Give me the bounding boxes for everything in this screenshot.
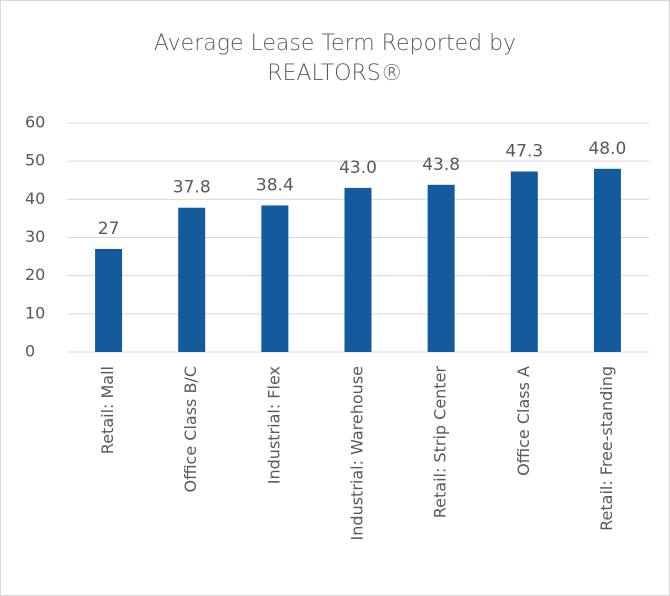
data-label: 37.8 xyxy=(173,178,211,198)
y-tick-label: 20 xyxy=(25,265,45,284)
chart-title: Average Lease Term Reported by REALTORS® xyxy=(153,31,517,86)
bar xyxy=(344,187,372,352)
y-tick-label: 30 xyxy=(25,227,45,246)
data-label: 43.0 xyxy=(339,158,377,178)
bar xyxy=(593,168,621,352)
x-tick-label: Retail: Strip Center xyxy=(431,366,450,519)
x-tick-label: Office Class B/C xyxy=(181,366,200,493)
x-tick-label: Industrial: Warehouse xyxy=(348,366,367,540)
x-tick-label: Retail: Mall xyxy=(98,366,117,454)
bar xyxy=(178,207,206,352)
y-tick-label: 10 xyxy=(25,303,45,322)
y-tick-label: 60 xyxy=(25,113,45,132)
y-tick-label: 0 xyxy=(25,342,35,361)
data-label: 27 xyxy=(98,219,120,239)
data-label: 43.8 xyxy=(422,155,460,175)
data-label: 48.0 xyxy=(588,139,626,159)
y-tick-label: 40 xyxy=(25,189,45,208)
x-tick-label: Office Class A xyxy=(514,366,533,476)
bar xyxy=(427,184,455,352)
y-tick-label: 50 xyxy=(25,151,45,170)
bar xyxy=(510,171,538,352)
bar xyxy=(261,205,289,352)
x-tick-label: Retail: Free-standing xyxy=(597,366,616,531)
bar xyxy=(95,248,123,352)
data-label: 47.3 xyxy=(505,141,543,161)
data-label: 38.4 xyxy=(256,175,294,195)
x-tick-label: Industrial: Flex xyxy=(264,366,283,484)
